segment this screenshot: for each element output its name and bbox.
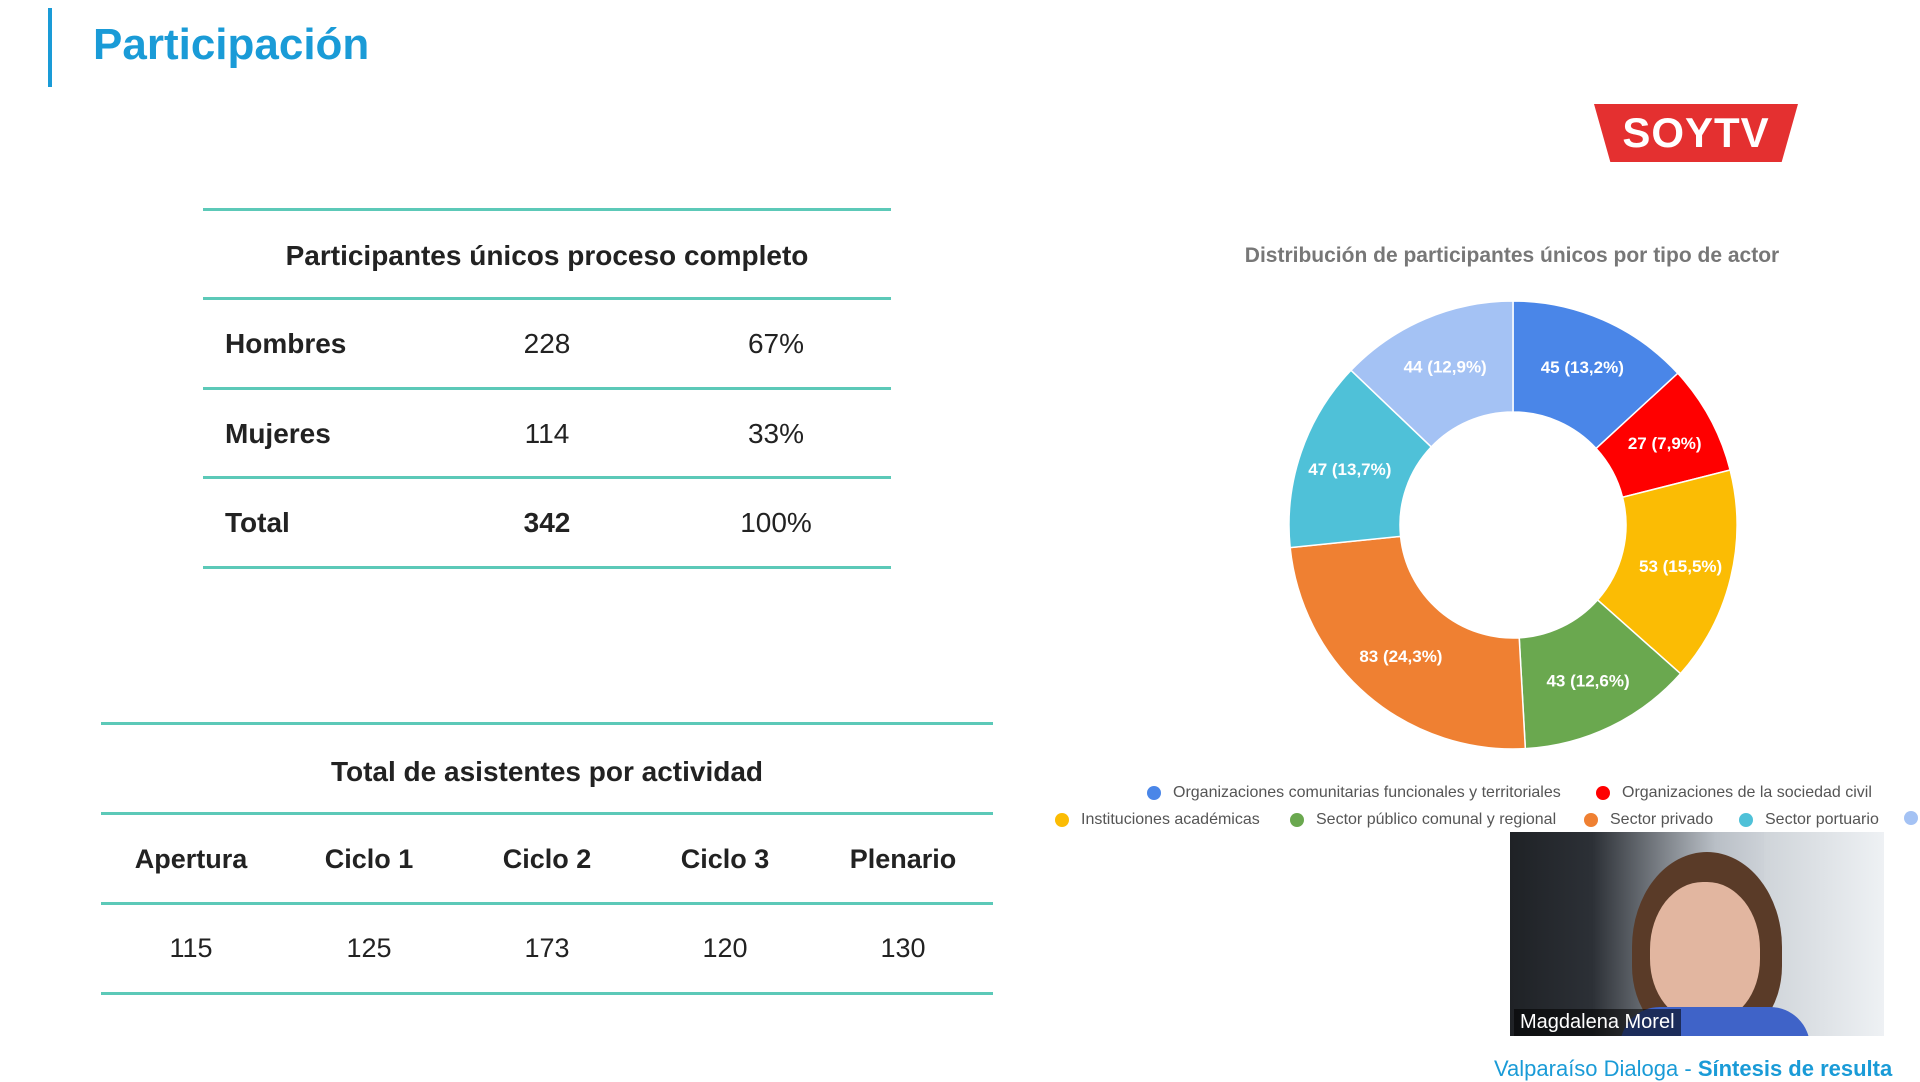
row-label-women: Mujeres — [225, 418, 331, 449]
value-ciclo-1: 125 — [346, 933, 392, 963]
footer-caption: Valparaíso Dialoga - Síntesis de resulta — [1494, 1056, 1892, 1082]
header-ciclo-3: Ciclo 3 — [680, 844, 770, 874]
donut-slice — [1349, 300, 1514, 449]
footer-highlight: Síntesis de resulta — [1697, 1056, 1893, 1081]
legend-swatch — [1147, 786, 1161, 800]
legend-item: Instituciones académicas — [1055, 811, 1260, 829]
legend-item: Sector privado — [1584, 811, 1713, 829]
legend-item — [1904, 811, 1920, 825]
table-divider — [203, 387, 891, 390]
chart-title: Distribución de participantes únicos por… — [1244, 244, 1780, 267]
page-title: Participación — [93, 20, 370, 69]
legend-swatch — [1739, 813, 1753, 827]
row-percent-women: 33% — [747, 418, 805, 449]
attendance-table-title: Total de asistentes por actividad — [330, 756, 764, 787]
slice-data-label: 27 (7,9%) — [1628, 434, 1702, 453]
title-accent-bar — [48, 8, 52, 87]
soytv-logo: SOYTV — [1594, 104, 1798, 162]
donut-chart: 45 (13,2%) 27 (7,9%) 53 (15,5%) 43 (12,6%) 8… — [1288, 300, 1738, 750]
legend-swatch — [1290, 813, 1304, 827]
participants-table-title: Participantes únicos proceso completo — [285, 240, 809, 271]
header-apertura: Apertura — [134, 844, 248, 874]
row-label-men: Hombres — [225, 328, 347, 359]
donut-slice — [1596, 469, 1738, 675]
row-percent-total: 100% — [740, 507, 812, 538]
slice-data-label: 45 (13,2%) — [1541, 358, 1624, 377]
legend-item: Sector público comunal y regional — [1290, 811, 1556, 829]
table-divider — [101, 992, 993, 995]
legend-swatch — [1584, 813, 1598, 827]
value-plenario: 130 — [880, 933, 926, 963]
value-apertura: 115 — [169, 933, 213, 963]
legend-label: Sector portuario — [1765, 811, 1879, 828]
slice-data-label: 53 (15,5%) — [1639, 557, 1722, 576]
slice-data-label: 83 (24,3%) — [1359, 647, 1442, 666]
legend-swatch — [1596, 786, 1610, 800]
footer-prefix: Valparaíso Dialoga - — [1494, 1056, 1698, 1081]
participant-face — [1650, 882, 1760, 1022]
legend-item: Organizaciones comunitarias funcionales … — [1147, 784, 1561, 802]
row-count-women: 114 — [524, 418, 570, 449]
row-label-total: Total — [225, 507, 290, 538]
row-count-total: 342 — [523, 507, 571, 538]
value-ciclo-2: 173 — [524, 933, 570, 963]
participant-name: Magdalena Morel — [1514, 1009, 1681, 1036]
table-divider — [203, 566, 891, 569]
table-divider — [203, 208, 891, 211]
table-divider — [203, 476, 891, 479]
legend-item: Organizaciones de la sociedad civil — [1596, 784, 1872, 802]
value-ciclo-3: 120 — [702, 933, 748, 963]
legend-label: Organizaciones comunitarias funcionales … — [1173, 784, 1561, 801]
video-thumbnail[interactable]: Magdalena Morel — [1510, 832, 1884, 1036]
header-ciclo-2: Ciclo 2 — [502, 844, 592, 874]
slice-data-label: 44 (12,9%) — [1404, 357, 1487, 376]
legend-swatch — [1055, 813, 1069, 827]
table-divider — [101, 812, 993, 815]
participants-table: Participantes únicos proceso completo Ho… — [203, 208, 891, 570]
row-percent-men: 67% — [747, 328, 805, 359]
legend-item: Sector portuario — [1739, 811, 1879, 829]
legend-label: Sector privado — [1610, 811, 1714, 828]
header-ciclo-1: Ciclo 1 — [324, 844, 414, 874]
table-divider — [101, 722, 993, 725]
header-plenario: Plenario — [849, 844, 957, 874]
legend-label: Organizaciones de la sociedad civil — [1622, 784, 1872, 801]
row-count-men: 228 — [523, 328, 571, 359]
table-divider — [101, 902, 993, 905]
legend-label: Instituciones académicas — [1081, 811, 1260, 828]
slice-data-label: 43 (12,6%) — [1546, 671, 1629, 690]
donut-slice — [1289, 535, 1527, 750]
slice-data-label: 47 (13,7%) — [1308, 460, 1391, 479]
table-divider — [203, 297, 891, 300]
legend-label: Sector público comunal y regional — [1316, 811, 1557, 828]
video-background — [1764, 832, 1884, 1036]
legend-swatch — [1904, 811, 1918, 825]
attendance-table: Total de asistentes por actividad Apertu… — [101, 722, 993, 996]
